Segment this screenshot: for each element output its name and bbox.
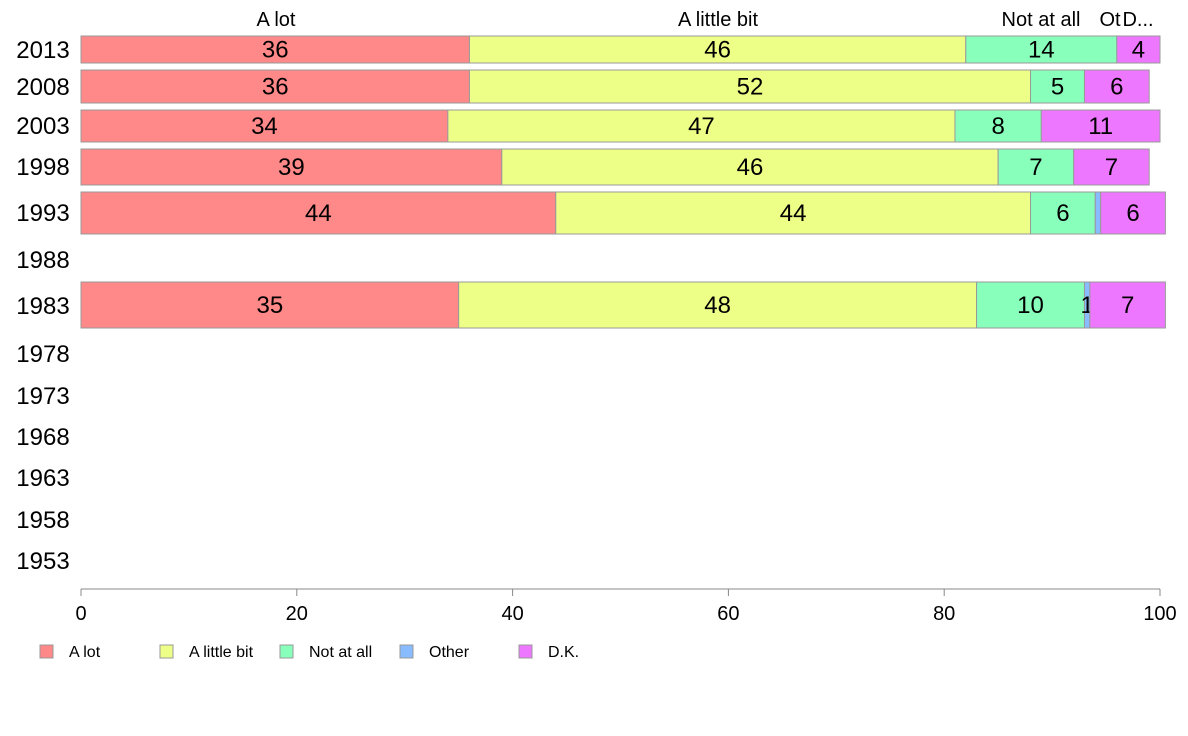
bar-segment xyxy=(80,69,470,104)
bar-value-label: 44 xyxy=(780,200,807,227)
top-category-label: A little bit xyxy=(678,9,758,31)
bar-segment xyxy=(468,35,967,64)
legend-label: Not at all xyxy=(309,644,372,661)
bar-value-label: 6 xyxy=(1056,200,1069,227)
legend-swatch xyxy=(279,644,294,659)
legend-label: A little bit xyxy=(189,644,254,661)
year-label: 2008 xyxy=(16,74,69,101)
year-label: 1963 xyxy=(16,465,69,492)
bar-value-label: 36 xyxy=(262,37,289,64)
x-tick-label: 0 xyxy=(75,603,86,625)
year-label: 1958 xyxy=(16,507,69,534)
top-category-labels: A lot A little bit Not at all Ot D... xyxy=(257,9,1154,31)
bar-segment xyxy=(965,35,1118,64)
year-label: 1968 xyxy=(16,424,69,451)
bar-segment xyxy=(1030,191,1096,235)
legend-label: Other xyxy=(429,644,470,661)
bar-segment xyxy=(1083,69,1150,104)
top-category-label: A lot xyxy=(257,9,296,31)
bar-segment xyxy=(555,191,1032,235)
bar-value-label: 6 xyxy=(1110,74,1123,101)
legend-swatch xyxy=(39,644,54,659)
bar-value-label: 48 xyxy=(704,292,731,319)
bar-value-label: 5 xyxy=(1051,74,1064,101)
bar-segment xyxy=(976,281,1085,329)
bar-value-label: 7 xyxy=(1105,154,1118,181)
bar-value-label: 7 xyxy=(1121,292,1134,319)
year-label: 1973 xyxy=(16,383,69,410)
bar-value-label: 39 xyxy=(278,154,305,181)
x-tick-label: 40 xyxy=(501,603,523,625)
bar-value-label: 10 xyxy=(1017,292,1044,319)
bar-segment xyxy=(447,109,956,143)
bar-segment xyxy=(1116,35,1161,64)
x-tick-label: 80 xyxy=(933,603,955,625)
year-label: 2013 xyxy=(16,37,69,64)
bar-value-label: 36 xyxy=(262,74,289,101)
bar-value-label: 6 xyxy=(1126,200,1139,227)
legend-swatch xyxy=(518,644,533,659)
x-tick-label: 60 xyxy=(717,603,739,625)
bar-segment xyxy=(501,148,999,186)
top-category-label: Not at all xyxy=(1002,9,1081,31)
bar-segment xyxy=(468,69,1032,104)
top-category-label: D... xyxy=(1122,9,1153,31)
bar-value-label: 35 xyxy=(256,292,283,319)
bar-value-label: 34 xyxy=(251,113,278,140)
x-axis: 0 20 40 60 80 100 xyxy=(75,588,1177,625)
bar-segment xyxy=(80,109,449,143)
year-label: 1993 xyxy=(16,200,69,227)
legend: A lot A little bit Not at all Other D.K. xyxy=(39,644,579,661)
bar-value-label: 52 xyxy=(737,74,764,101)
year-label: 1978 xyxy=(16,341,69,368)
bar-segment xyxy=(80,148,503,186)
x-tick-label: 20 xyxy=(286,603,308,625)
bar-value-label: 44 xyxy=(305,200,332,227)
year-label: 1983 xyxy=(16,293,69,320)
bar-value-label: 11 xyxy=(1088,113,1113,140)
x-tick-label: 100 xyxy=(1143,603,1176,625)
year-label: 1988 xyxy=(16,247,69,274)
bar-value-label: 8 xyxy=(991,113,1004,140)
bar-segment xyxy=(1030,69,1085,104)
legend-swatch xyxy=(159,644,174,659)
legend-label: A lot xyxy=(69,644,101,661)
bar-segment xyxy=(1100,191,1166,235)
bar-segment xyxy=(80,281,460,329)
legend-swatch xyxy=(399,644,414,659)
bar-segment xyxy=(458,281,978,329)
bar-value-label: 47 xyxy=(688,113,715,140)
bar-segment xyxy=(1089,281,1166,329)
bar-value-label: 4 xyxy=(1132,37,1145,64)
top-category-label: Ot xyxy=(1099,9,1121,31)
bar-value-label: 7 xyxy=(1029,154,1042,181)
bar-segment xyxy=(1094,191,1102,235)
legend-label: D.K. xyxy=(548,644,579,661)
bar-value-label: 14 xyxy=(1028,37,1055,64)
bar-value-label: 46 xyxy=(704,37,731,64)
bar-segment xyxy=(1073,148,1150,186)
year-axis-labels: 2013 2008 2003 1998 1993 1988 1983 1978 1973 1968… xyxy=(16,37,69,575)
year-label: 1953 xyxy=(16,548,69,575)
bar-segment xyxy=(1040,109,1161,143)
year-label: 1998 xyxy=(16,154,69,181)
bar-value-label: 46 xyxy=(737,154,764,181)
bar-segment xyxy=(80,191,557,235)
year-label: 2003 xyxy=(16,113,69,140)
bar-segment xyxy=(80,35,470,64)
